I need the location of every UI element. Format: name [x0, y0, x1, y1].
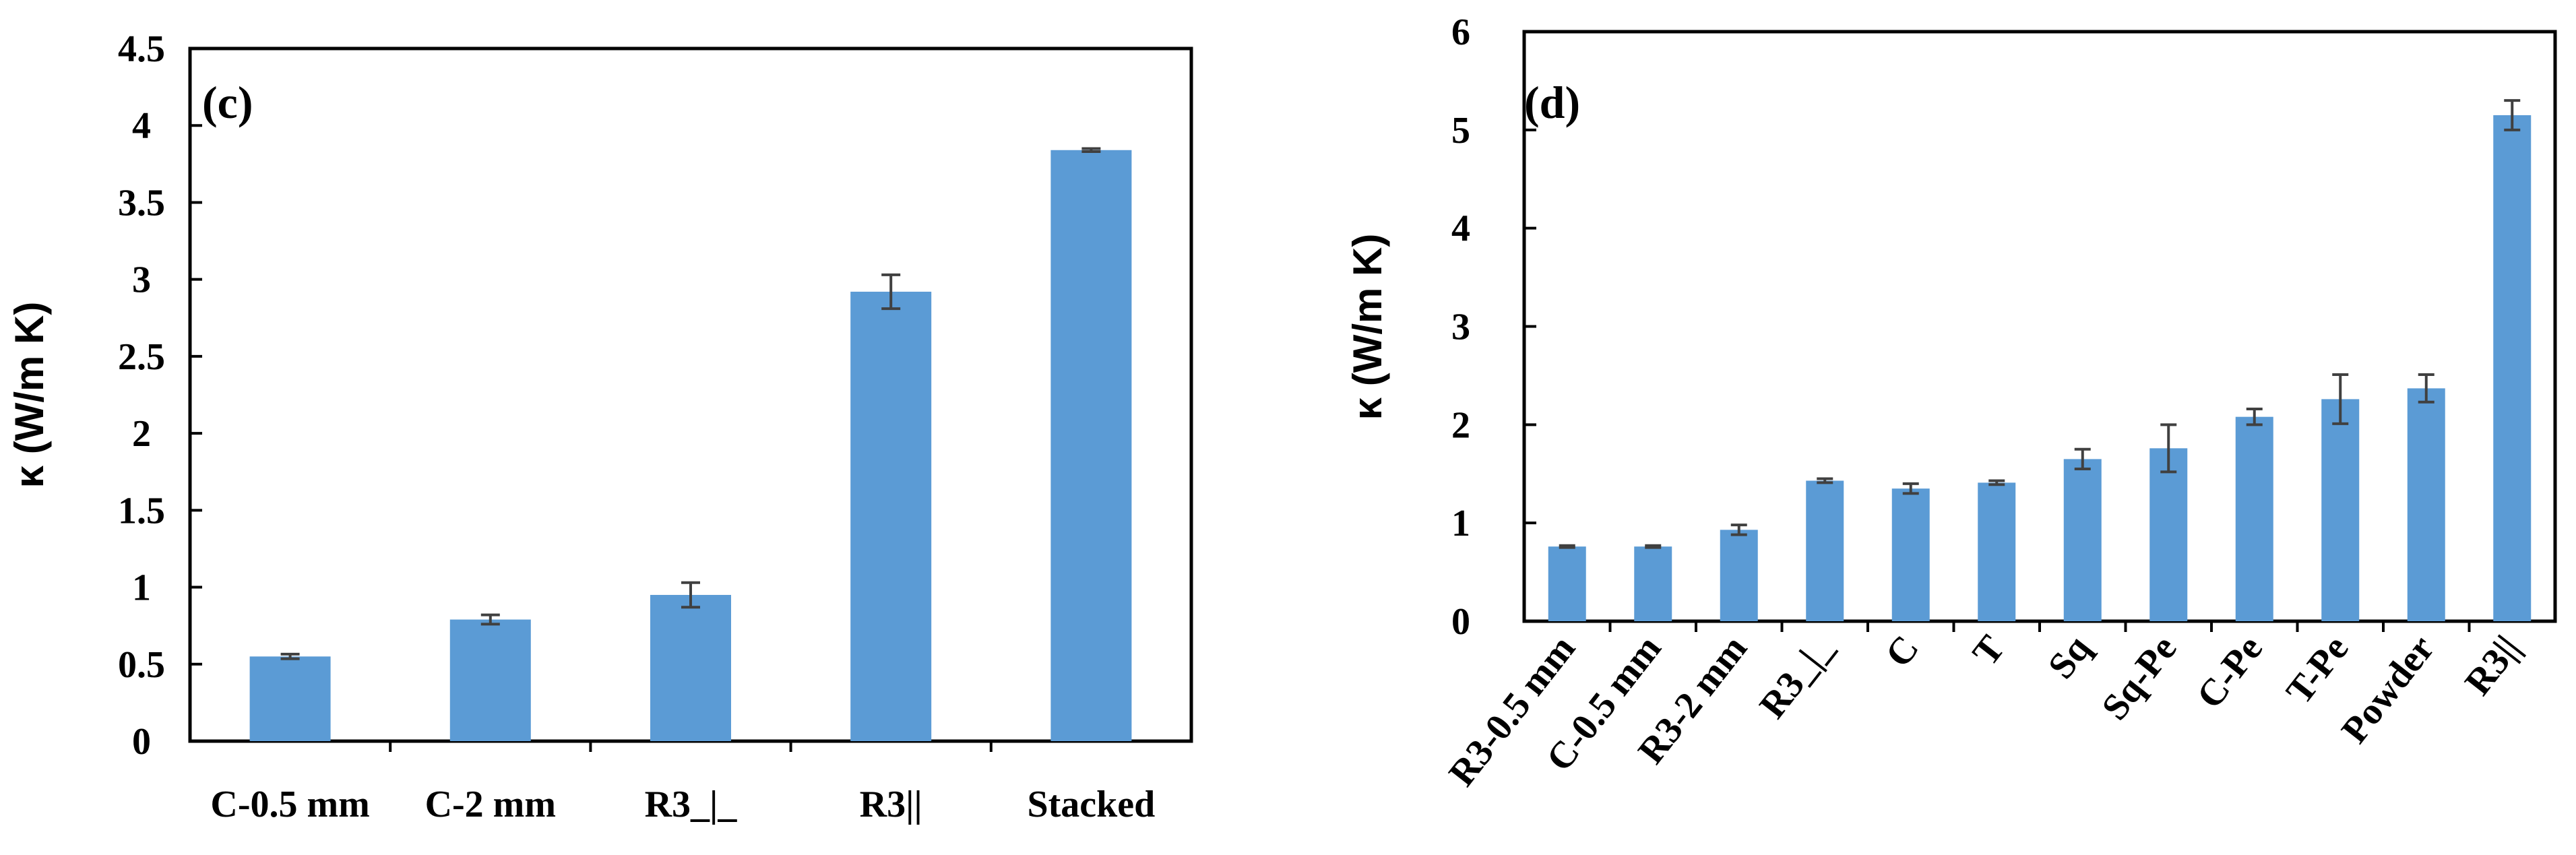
bar	[1050, 150, 1132, 742]
y-tick-label: 0.5	[118, 644, 165, 686]
bar	[249, 656, 331, 741]
plot-frame-d	[1522, 30, 2557, 623]
x-labels-c: C-0.5 mm C-2 mm R3_|_ R3|| Stacked	[210, 741, 1155, 825]
bar	[2235, 416, 2273, 621]
bar	[2321, 399, 2360, 621]
y-tick-label: 3.5	[118, 182, 165, 224]
y-tick-label: 2.5	[118, 336, 165, 378]
x-tick-label: Sq	[2040, 628, 2099, 687]
x-tick-label: T	[1965, 628, 2013, 674]
y-tick-label: 6	[1451, 11, 1470, 53]
x-tick-label: Stacked	[1028, 784, 1156, 825]
panel-label-d: (d)	[1524, 77, 1580, 128]
bars-d	[1548, 115, 2532, 622]
panel-label-c: (c)	[202, 77, 253, 128]
bar	[2493, 115, 2532, 622]
y-tick-label: 4	[132, 105, 151, 147]
bar	[850, 291, 932, 741]
y-tick-label: 1	[132, 567, 151, 609]
y-tick-label: 4	[1451, 208, 1470, 250]
x-tick-label: R3_|_	[1751, 627, 1842, 726]
bars-c	[249, 150, 1132, 742]
y-tick-label: 1.5	[118, 490, 165, 532]
x-tick-label: R3_|_	[645, 784, 738, 825]
x-tick-label: T-Pe	[2278, 628, 2357, 712]
x-tick-label: C-Pe	[2189, 628, 2271, 716]
bar	[449, 619, 531, 741]
error-bars-c	[280, 147, 1101, 660]
bar	[650, 594, 731, 741]
y-axis-title-d: κ (W/m K)	[1345, 234, 1390, 420]
y-tick-label: 1	[1451, 503, 1470, 544]
x-tick-label: Sq-Pe	[2094, 628, 2185, 728]
y-tick-label: 0	[132, 721, 151, 763]
y-tick-label: 2	[1451, 404, 1470, 446]
x-tick-label: Powder	[2333, 628, 2443, 751]
y-ticks-d: 0 1 2 3 4 5 6	[1451, 11, 1536, 643]
bar	[1634, 546, 1672, 621]
y-tick-label: 3	[132, 259, 151, 301]
bar	[1806, 480, 1844, 621]
y-tick-label: 2	[132, 413, 151, 455]
x-tick-label: R3||	[2457, 628, 2528, 703]
error-bars-d	[1559, 99, 2521, 549]
bar	[2063, 459, 2102, 621]
chart-panel-c: (c) κ (W/m K) 0 0.5 1 1.5 2 2.5 3 3.5 4 4.5 C-0.5…	[7, 28, 1193, 825]
bar	[1720, 530, 1758, 621]
x-tick-label: R3||	[860, 784, 922, 825]
x-tick-label: C-2 mm	[425, 784, 556, 825]
y-ticks-c: 0 0.5 1 1.5 2 2.5 3 3.5 4 4.5	[118, 28, 202, 763]
y-tick-label: 5	[1451, 110, 1470, 152]
bar	[1978, 482, 2016, 621]
bar	[2407, 388, 2445, 621]
y-tick-label: 0	[1451, 601, 1470, 643]
x-tick-label: C-0.5 mm	[210, 784, 369, 825]
bar	[2149, 448, 2188, 621]
bar	[1891, 488, 1930, 621]
y-axis-title-c: κ (W/m K)	[7, 302, 52, 488]
x-tick-label: C	[1877, 628, 1927, 675]
bar	[1548, 546, 1586, 621]
y-tick-label: 4.5	[118, 28, 165, 70]
y-tick-label: 3	[1451, 307, 1470, 348]
